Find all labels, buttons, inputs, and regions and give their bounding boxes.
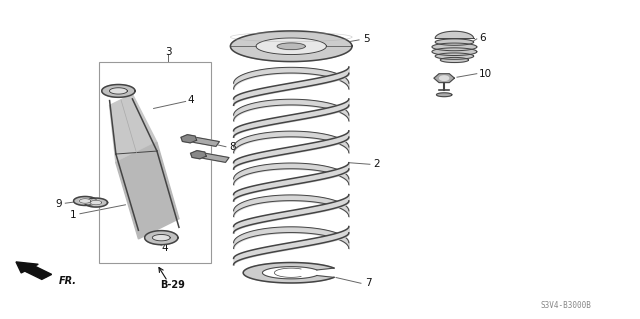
- Polygon shape: [256, 38, 326, 55]
- Polygon shape: [432, 48, 477, 56]
- Bar: [99, 62, 211, 263]
- Polygon shape: [432, 43, 477, 51]
- Text: 8: 8: [229, 142, 236, 152]
- Text: 6: 6: [479, 33, 486, 43]
- Polygon shape: [79, 199, 91, 203]
- Polygon shape: [196, 152, 229, 162]
- Text: FR.: FR.: [59, 276, 77, 286]
- Text: 4: 4: [188, 94, 194, 105]
- Polygon shape: [436, 93, 452, 97]
- Polygon shape: [243, 263, 334, 283]
- Polygon shape: [435, 39, 474, 45]
- Text: 1: 1: [70, 210, 77, 220]
- Polygon shape: [191, 151, 206, 159]
- Text: S3V4-B3000B: S3V4-B3000B: [541, 301, 592, 310]
- Polygon shape: [109, 94, 157, 163]
- Polygon shape: [435, 53, 474, 59]
- Polygon shape: [116, 142, 179, 239]
- Polygon shape: [277, 43, 305, 49]
- Polygon shape: [181, 135, 196, 143]
- Polygon shape: [434, 74, 454, 83]
- Text: B-29: B-29: [161, 279, 185, 290]
- Polygon shape: [90, 200, 102, 205]
- Polygon shape: [102, 85, 135, 97]
- Text: 5: 5: [363, 34, 369, 44]
- Polygon shape: [187, 136, 220, 146]
- Polygon shape: [84, 198, 108, 207]
- Text: 2: 2: [373, 159, 380, 169]
- Polygon shape: [145, 231, 178, 245]
- Text: 4: 4: [162, 243, 168, 253]
- Polygon shape: [435, 31, 474, 38]
- Text: 3: 3: [165, 47, 172, 57]
- Text: 10: 10: [479, 69, 492, 79]
- Polygon shape: [440, 76, 449, 80]
- FancyArrow shape: [16, 262, 52, 279]
- Polygon shape: [74, 197, 97, 205]
- Polygon shape: [230, 31, 352, 62]
- Polygon shape: [152, 234, 170, 241]
- Polygon shape: [109, 88, 127, 94]
- Text: 9: 9: [55, 199, 61, 209]
- Text: 7: 7: [365, 278, 371, 288]
- Polygon shape: [440, 57, 468, 63]
